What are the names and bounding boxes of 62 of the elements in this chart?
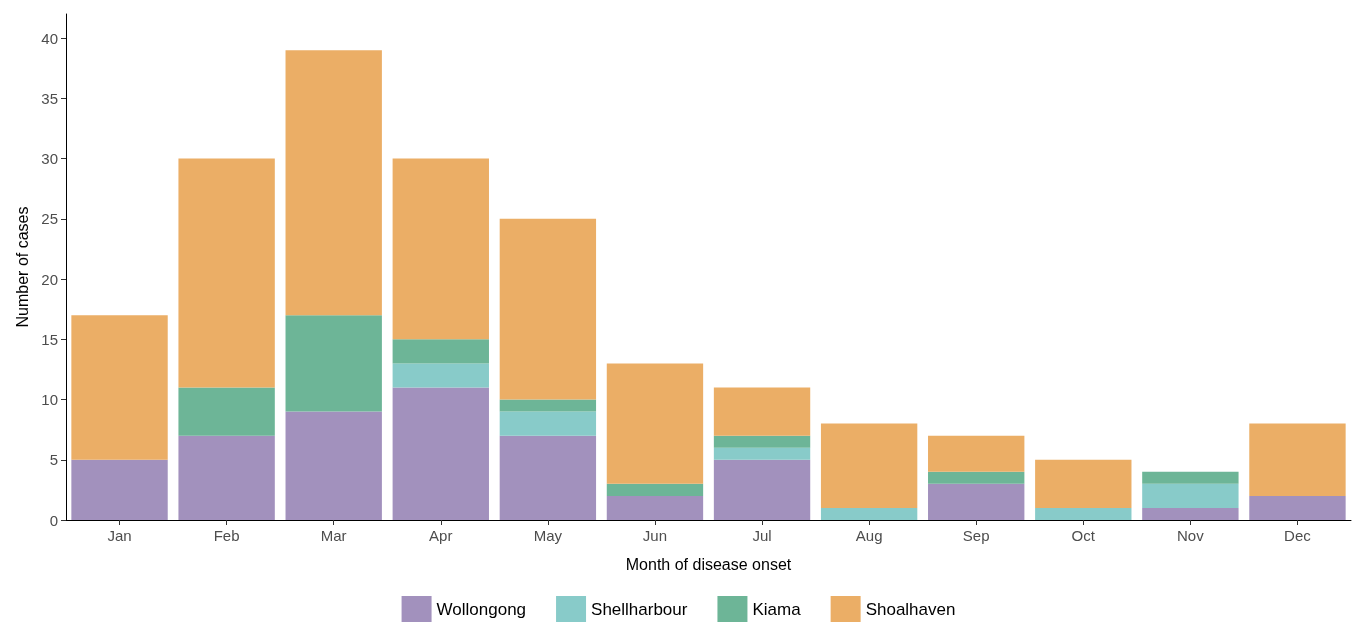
bar xyxy=(713,387,811,436)
x-tick-label: Jul xyxy=(752,527,772,544)
bar xyxy=(1035,507,1132,520)
y-tick-label: 20 xyxy=(41,270,58,288)
y-tick-label: 40 xyxy=(41,29,58,47)
x-tick-label: May xyxy=(533,527,563,544)
y-tick-label: 25 xyxy=(41,210,58,228)
y-axis-title: Number of cases xyxy=(13,206,31,328)
x-tick-label: Nov xyxy=(1177,527,1205,544)
x-tick-label: Aug xyxy=(855,527,883,544)
x-tick-label: Mar xyxy=(320,527,347,544)
x-axis-title: Month of disease onset xyxy=(625,555,792,573)
bar xyxy=(1142,507,1239,520)
bar xyxy=(1142,483,1239,508)
bar xyxy=(928,435,1025,472)
bar xyxy=(1142,471,1239,484)
bar xyxy=(499,399,597,412)
legend-label: Kiama xyxy=(752,599,802,619)
bar xyxy=(392,387,489,520)
bar xyxy=(285,411,382,520)
bar xyxy=(820,507,918,520)
bar xyxy=(713,447,811,460)
legend-label: Shellharbour xyxy=(591,599,688,619)
bar xyxy=(1249,495,1346,520)
y-tick-label: 30 xyxy=(41,150,58,168)
bar xyxy=(820,423,918,508)
y-tick-label: 35 xyxy=(41,89,58,107)
y-tick-label: 0 xyxy=(49,511,58,529)
legend-label: Wollongong xyxy=(436,599,527,619)
bar xyxy=(713,459,811,520)
bar xyxy=(285,50,382,316)
bar xyxy=(71,315,168,460)
x-tick-label: Sep xyxy=(962,527,990,544)
bar xyxy=(499,435,597,520)
x-tick-label: Jan xyxy=(107,527,132,544)
bar xyxy=(1249,423,1346,496)
y-tick-label: 5 xyxy=(49,451,58,469)
bar xyxy=(285,315,382,412)
bar xyxy=(178,158,275,388)
x-tick-label: Feb xyxy=(213,527,240,544)
x-tick-label: Apr xyxy=(429,527,453,544)
bar xyxy=(178,387,275,436)
bar xyxy=(606,495,704,520)
x-tick-label: Oct xyxy=(1071,527,1096,544)
bar xyxy=(928,483,1025,520)
x-tick-label: Dec xyxy=(1284,527,1312,544)
y-tick-label: 10 xyxy=(41,391,58,409)
bar xyxy=(392,339,489,364)
bar xyxy=(178,435,275,520)
bar xyxy=(606,363,704,484)
bar xyxy=(713,435,811,448)
bar xyxy=(928,471,1025,484)
bar xyxy=(499,218,597,400)
y-tick-label: 15 xyxy=(41,330,58,348)
bar xyxy=(71,459,168,520)
bar xyxy=(1035,459,1132,508)
bar xyxy=(606,483,704,496)
x-tick-label: Jun xyxy=(642,527,668,544)
legend-label: Shoalhaven xyxy=(865,599,956,619)
bar xyxy=(499,411,597,436)
bar xyxy=(392,158,489,340)
bar xyxy=(392,363,489,388)
